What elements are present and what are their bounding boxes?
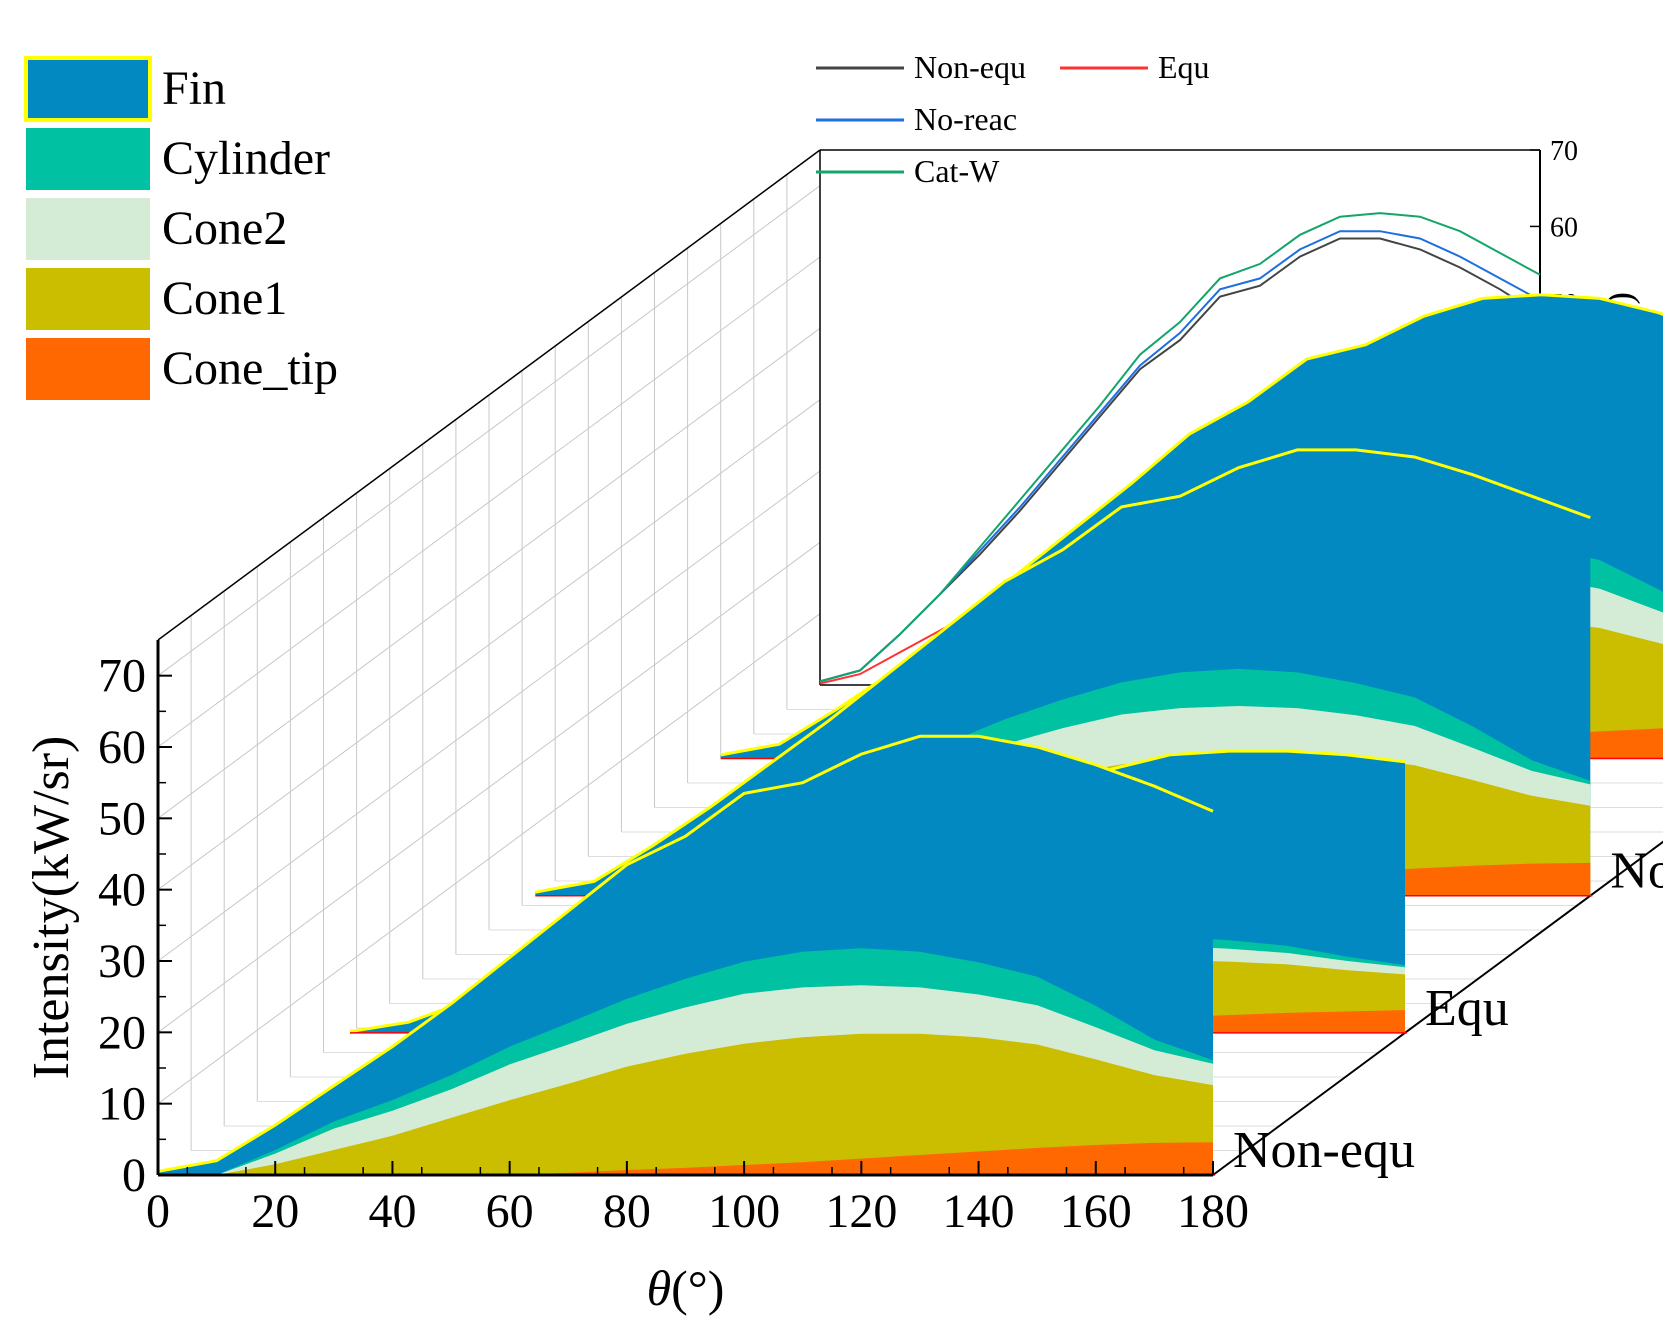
fin-outline [535, 448, 1591, 894]
case-label-no-reac: No-reac [1610, 843, 1663, 900]
x-axis-label: θ(°) [647, 1260, 725, 1316]
x-axis-unit: (°) [671, 1260, 724, 1316]
x-tick-label: 160 [1060, 1185, 1132, 1238]
back-legend-label: Equ [1158, 49, 1210, 85]
wall-grid-line [157, 185, 821, 677]
area-cone1 [158, 1033, 1213, 1175]
back-line-cat-w [819, 212, 1541, 683]
legend-label-fin: Fin [162, 62, 226, 115]
wall-grid-line [157, 470, 821, 962]
axes-layer: 0 20 40 60 80 100 120 140 160 180 0 10 20 30 40 50 60 70 I… [23, 640, 1249, 1316]
legend-label-cone2: Cone2 [162, 202, 287, 255]
wall-edge [157, 149, 821, 641]
legend-label-cylinder: Cylinder [162, 132, 330, 185]
legend-label-cone-tip: Cone_tip [162, 342, 338, 395]
z-tick-label: 30 [98, 935, 146, 988]
x-tick-label: 120 [825, 1185, 897, 1238]
x-tick-label: 80 [603, 1185, 651, 1238]
z-tick-label: 40 [98, 864, 146, 917]
legend-label-cone1: Cone1 [162, 272, 287, 325]
wall-grid-line [157, 399, 821, 891]
slices-layer: Cat-WNo-reacEquNon-equ [157, 293, 1663, 1179]
legend-swatch-cylinder [26, 128, 150, 190]
back-legend-label: Cat-W [914, 153, 1000, 189]
x-tick-label: 100 [708, 1185, 780, 1238]
area-cone-tip [158, 1142, 1213, 1175]
fin-outline [157, 734, 1214, 1173]
x-tick-label: 180 [1177, 1185, 1249, 1238]
x-axis-symbol: θ [647, 1260, 672, 1316]
z-tick-label: 0 [122, 1149, 146, 1202]
z-tick-label: 60 [98, 721, 146, 774]
legend-swatch-cone2 [26, 198, 150, 260]
right-floor-edge [1212, 840, 1663, 1176]
z-tick-label: 20 [98, 1006, 146, 1059]
z-tick-label: 50 [98, 792, 146, 845]
x-tick-label: 140 [943, 1185, 1015, 1238]
wall-grid-line [157, 613, 821, 1105]
legend-swatch-fin [24, 56, 152, 122]
wall-grid-line [157, 327, 821, 819]
x-tick-label: 20 [251, 1185, 299, 1238]
x-tick-label: 0 [146, 1185, 170, 1238]
wall-grid-line [157, 541, 821, 1033]
wall-grid-line [157, 256, 821, 748]
x-tick-label: 60 [486, 1185, 534, 1238]
slice-non-equ: Non-equ [157, 734, 1415, 1179]
legend-swatch-cone1 [26, 268, 150, 330]
back-legend-label: Non-equ [914, 49, 1026, 85]
x-tick-label: 40 [368, 1185, 416, 1238]
z-axis-label: Intensity(kW/sr) [23, 736, 80, 1080]
legend: Fin Cylinder Cone2 Cone1 Cone_tip [24, 56, 338, 400]
legend-swatch-cone-tip [26, 338, 150, 400]
z-tick-label: 10 [98, 1078, 146, 1131]
case-label-equ: Equ [1425, 980, 1509, 1037]
case-label-non-equ: Non-equ [1233, 1122, 1415, 1179]
back-legend-label: No-reac [914, 101, 1017, 137]
z-tick-label: 70 [98, 650, 146, 703]
back-z-tick-label: 60 [1550, 212, 1578, 243]
back-z-tick-label: 70 [1550, 136, 1578, 167]
